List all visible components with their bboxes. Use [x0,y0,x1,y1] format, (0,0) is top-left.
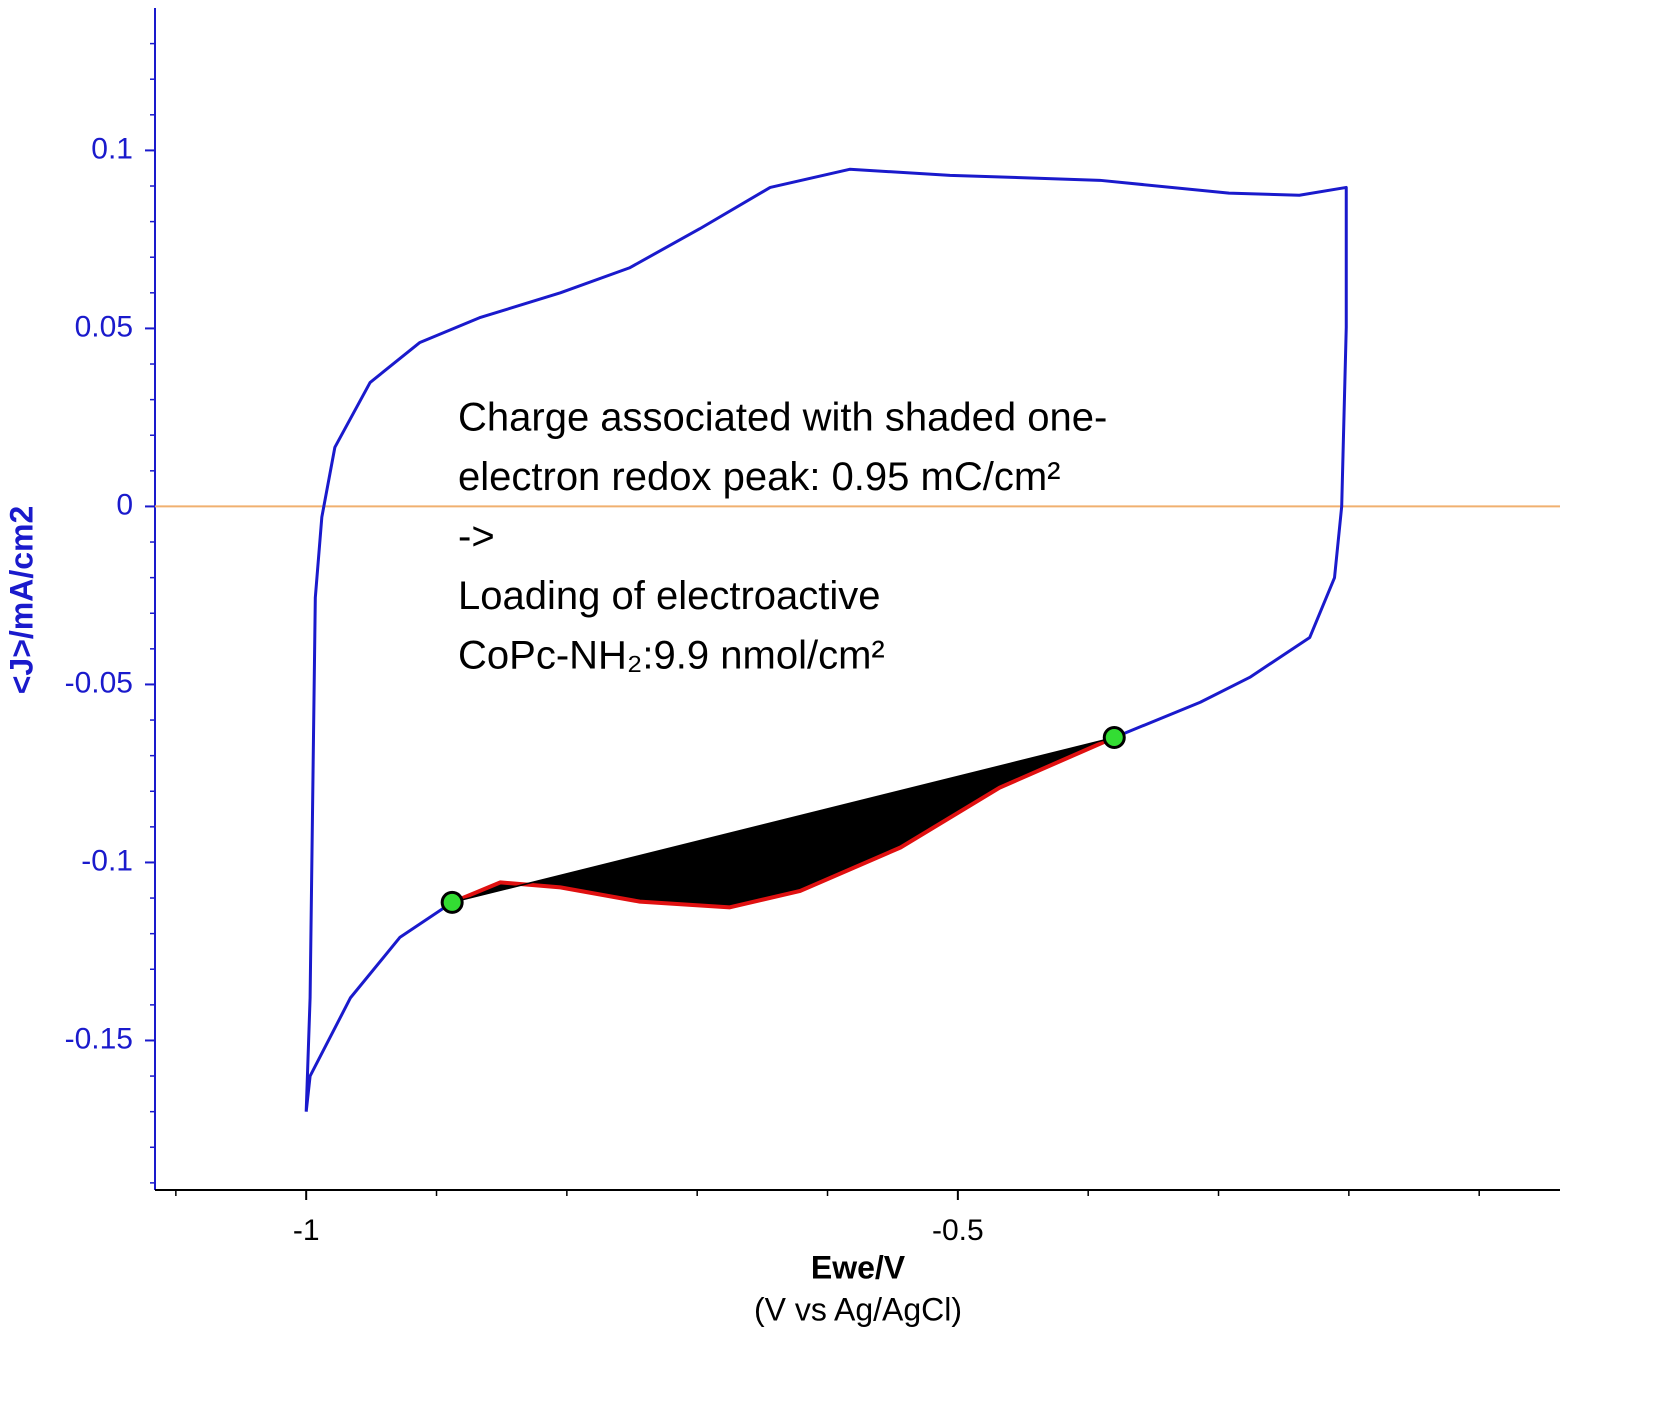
marker [1102,725,1126,749]
x-axis-label: Ewe/V [811,1249,906,1285]
annotation: CoPc-NH₂:9.9 nmol/cm² [458,634,885,678]
baseline-chord [451,736,1115,904]
y-tick-label: 0.1 [91,132,133,165]
marker [440,890,464,914]
x-axis-sublabel: (V vs Ag/AgCl) [754,1291,962,1327]
y-tick-label: 0 [116,488,133,521]
shaded-area [452,737,1115,908]
y-axis-label: <J>/mA/cm2 [3,506,39,695]
y-tick-label: -0.15 [65,1022,133,1055]
y-tick-label: -0.05 [65,666,133,699]
x-tick-label: -1 [293,1214,320,1247]
annotation: Charge associated with shaded one- [458,396,1107,440]
annotation: electron redox peak: 0.95 mC/cm² [458,455,1060,499]
y-tick-label: -0.1 [81,844,133,877]
y-tick-label: 0.05 [75,310,133,343]
annotation: Loading of electroactive [458,574,881,618]
x-tick-label: -0.5 [932,1214,984,1247]
annotation: -> [458,515,495,559]
cv-line [451,735,1116,910]
